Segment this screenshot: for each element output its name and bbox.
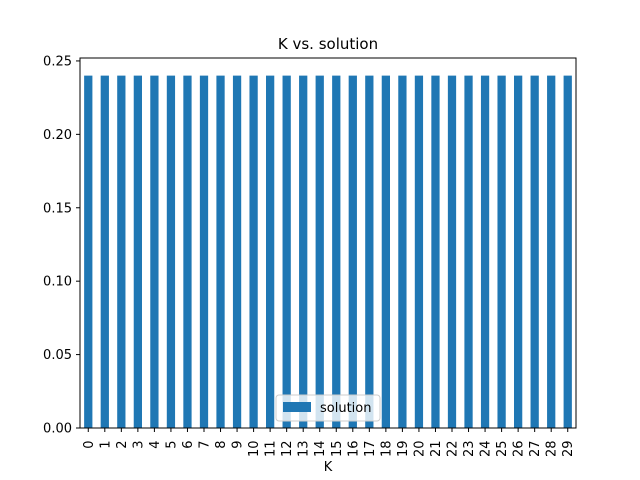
bar-25 [497,75,506,428]
x-tick-label: 7 [198,441,213,449]
bar-7 [199,75,209,428]
y-tick-label: 0.15 [43,201,72,216]
y-axis: 0.00 0.05 0.10 0.15 0.20 0.25 [43,54,80,437]
x-tick-label: 14 [313,441,328,458]
x-tick-label: 28 [545,441,560,458]
x-tick-label: 15 [330,441,345,458]
x-tick-label: 1 [98,441,113,449]
x-tick-label: 27 [528,441,543,458]
x-tick-label: 12 [280,441,295,458]
bar-5 [166,75,176,428]
bar-3 [133,75,142,428]
bar-28 [547,75,556,428]
x-tick-label: 4 [148,441,163,449]
bar-10 [249,75,258,428]
bar-26 [514,75,523,428]
bar-14 [315,75,324,428]
x-tick-label: 13 [297,441,312,458]
bar-29 [563,75,572,428]
x-axis: 0 1 2 3 4 5 6 7 8 9 10 11 12 13 14 15 16 17 18 19 20 21 22 23 24… [82,428,576,457]
x-tick-label: 18 [379,441,394,458]
chart-title: K vs. solution [278,35,378,53]
x-tick-label: 24 [479,441,494,458]
y-tick-label: 0.10 [43,275,72,290]
x-tick-label: 20 [412,441,427,458]
x-tick-label: 11 [264,441,279,458]
x-tick-label: 3 [131,441,146,449]
bar-4 [150,75,159,428]
y-tick-label: 0.20 [43,128,72,143]
x-tick-label: 26 [512,441,527,458]
bar-23 [464,75,473,428]
bar-9 [232,75,242,428]
x-tick-label: 22 [446,441,461,458]
x-tick-label: 8 [214,441,229,449]
bar-11 [266,75,275,428]
bar-18 [381,75,390,428]
x-tick-label: 25 [495,440,510,457]
bar-21 [431,75,440,428]
y-tick-label: 0.00 [43,422,72,437]
bar-12 [282,75,291,428]
bar-20 [414,75,424,428]
x-axis-label: K [324,460,333,475]
x-tick-label: 5 [164,441,179,449]
y-tick-label: 0.05 [43,348,72,363]
plot-frame [79,57,577,429]
bars-group [84,75,572,428]
bar-1 [100,75,109,428]
x-tick-label: 17 [363,441,378,458]
x-tick-label: 6 [181,441,196,449]
bar-24 [480,75,490,428]
legend: solution [275,394,381,422]
x-tick-label: 29 [561,441,576,458]
x-tick-label: 16 [346,441,361,458]
x-tick-label: 21 [429,441,444,458]
bar-0 [84,75,93,428]
bar-13 [299,75,308,428]
bar-17 [365,75,374,428]
x-tick-label: 19 [396,441,411,458]
bar-15 [332,75,341,428]
legend-box [275,394,381,422]
x-tick-label: 9 [231,441,246,449]
bar-8 [216,75,225,428]
x-tick-label: 0 [82,441,97,449]
bar-22 [447,75,457,428]
bar-19 [398,75,407,428]
legend-swatch [283,402,311,412]
x-tick-label: 2 [115,441,130,449]
bar-16 [348,75,357,428]
x-tick-label: 10 [247,441,262,458]
legend-label-solution: solution [320,401,371,416]
bar-2 [117,75,126,428]
bar-6 [183,75,192,428]
x-tick-label: 23 [462,441,477,458]
bar-27 [530,75,539,428]
y-tick-label: 0.25 [43,54,72,69]
